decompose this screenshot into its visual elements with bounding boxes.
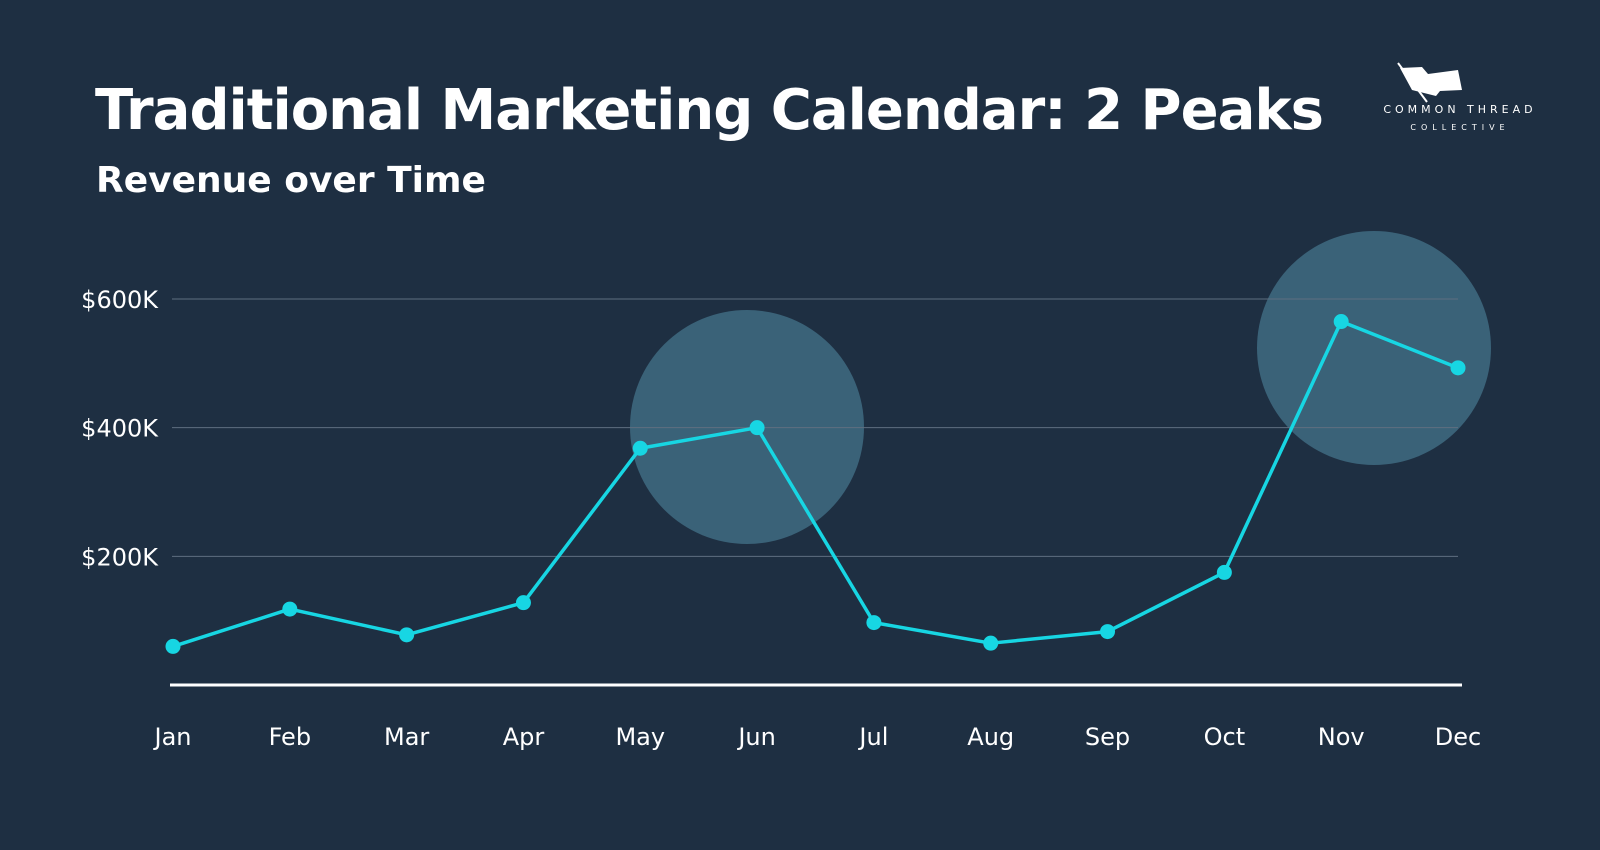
logo-tagline: COLLECTIVE [1410, 123, 1510, 132]
data-point-apr [515, 595, 531, 611]
x-tick-label: Jul [857, 723, 888, 751]
x-tick-label: Apr [503, 723, 545, 751]
data-point-jul [866, 615, 882, 631]
x-tick-label: Nov [1318, 723, 1365, 751]
chart-title: Traditional Marketing Calendar: 2 Peaks [95, 78, 1324, 143]
x-tick-label: Dec [1435, 723, 1481, 751]
data-point-aug [983, 635, 999, 651]
revenue-series-line [172, 319, 1459, 649]
y-tick-label: $400K [81, 415, 159, 443]
x-tick-label: Mar [384, 723, 429, 751]
brand-logo: COMMON THREAD COLLECTIVE [1370, 60, 1550, 140]
data-point-may [632, 440, 648, 456]
y-tick-label: $200K [81, 543, 159, 571]
flag-needle-icon [1397, 62, 1462, 103]
peak-highlight-nov [1257, 231, 1491, 465]
x-tick-label: Sep [1085, 723, 1130, 751]
x-tick-label: Aug [967, 723, 1014, 751]
data-point-mar [399, 627, 415, 643]
data-point-sep [1100, 624, 1116, 640]
data-point-nov [1333, 314, 1349, 330]
x-tick-label: Jan [153, 723, 192, 751]
peak-highlight-jun [630, 310, 864, 544]
x-tick-label: May [615, 723, 665, 751]
x-tick-label: Jun [736, 723, 776, 751]
data-point-oct [1216, 564, 1232, 580]
data-point-jun [749, 420, 765, 436]
data-point-feb [282, 601, 298, 617]
logo-wordmark: COMMON THREAD [1383, 103, 1537, 116]
data-point-jan [165, 638, 181, 654]
x-tick-label: Feb [269, 723, 312, 751]
data-point-dec [1450, 360, 1466, 376]
chart-subtitle: Revenue over Time [96, 160, 486, 201]
x-tick-label: Oct [1204, 723, 1246, 751]
y-tick-label: $600K [81, 286, 159, 314]
